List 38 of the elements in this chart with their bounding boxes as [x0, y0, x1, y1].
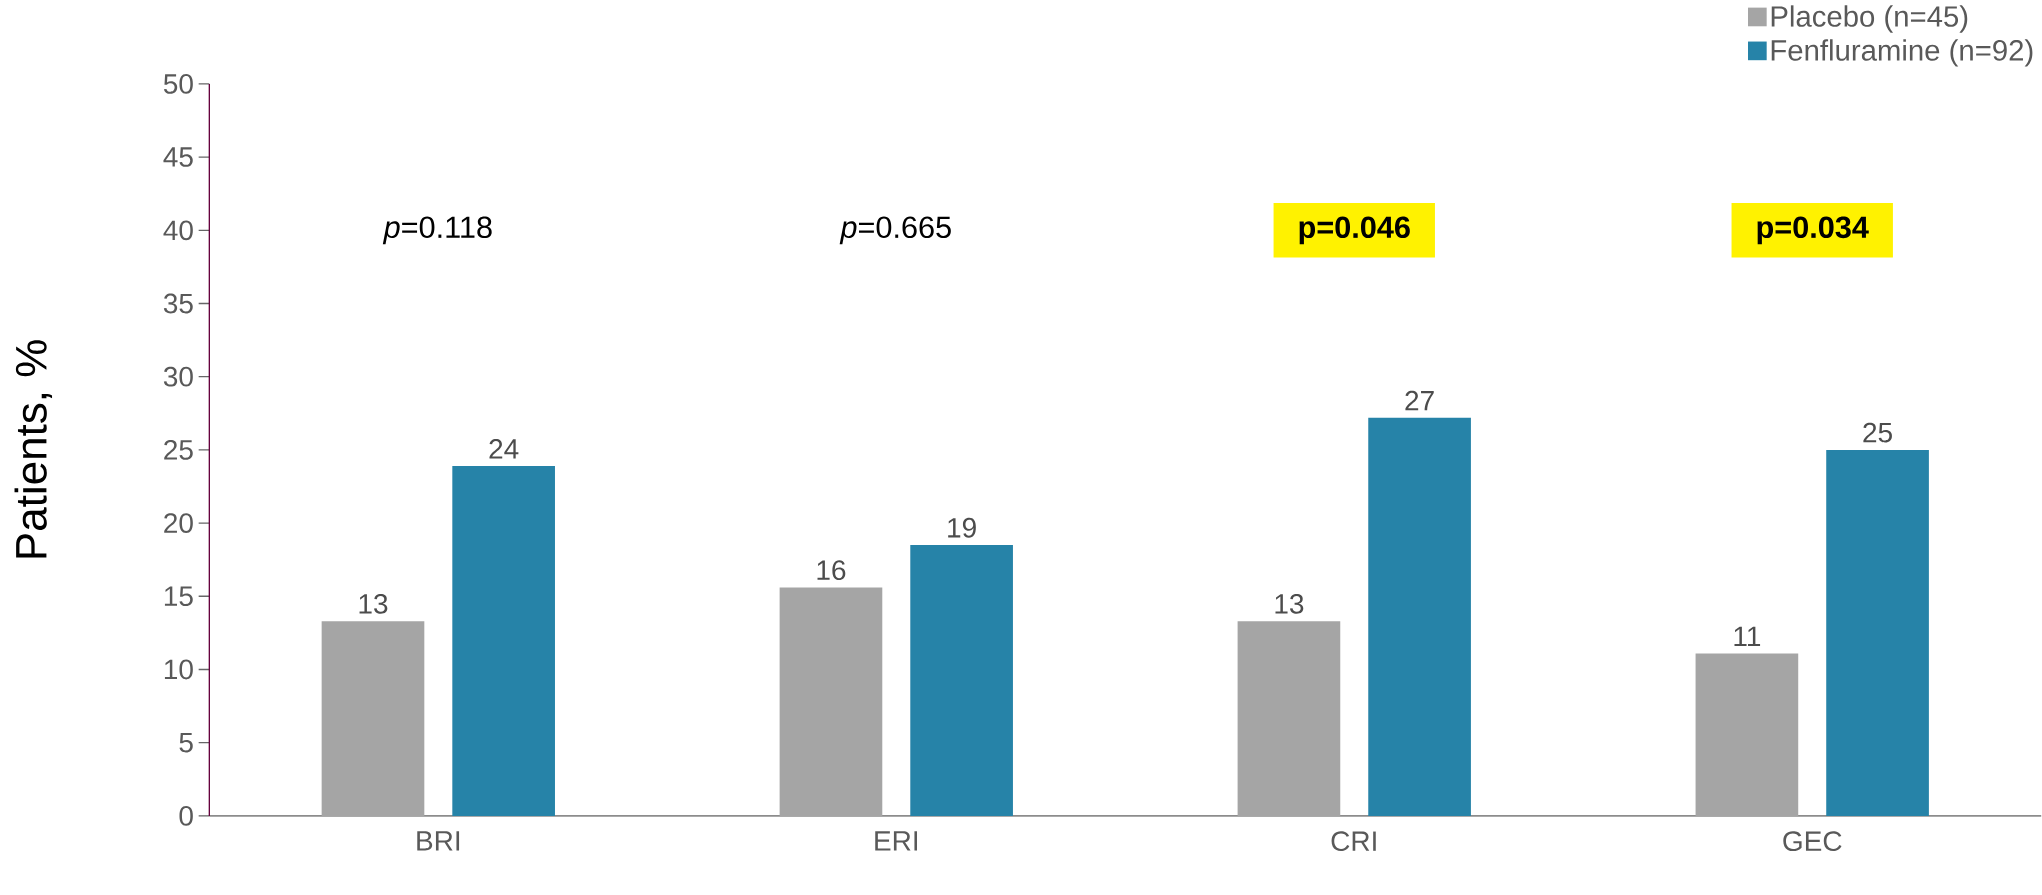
y-tick-label: 25: [164, 440, 193, 460]
x-tick-label: BRI: [417, 831, 460, 851]
data-label: 24: [489, 439, 519, 459]
y-tick-label: 0: [179, 806, 193, 826]
data-label: 13: [359, 594, 388, 614]
bar: [1237, 621, 1341, 816]
y-tick-label: 45: [163, 147, 193, 167]
bar: [910, 545, 1013, 816]
bar: [779, 587, 883, 816]
legend-label: Placebo (n=45): [1771, 5, 1968, 33]
bar: [1826, 449, 1929, 816]
y-axis-title: Patients, %: [14, 340, 53, 558]
data-label: 16: [817, 560, 846, 581]
annotation: p=0.046: [1299, 216, 1410, 245]
data-label: 13: [1275, 594, 1304, 614]
annotation: p=0.665: [839, 216, 951, 245]
bar: [321, 621, 425, 816]
y-tick-label: 15: [164, 586, 193, 607]
data-label: 27: [1405, 390, 1434, 411]
annotation: p=0.118: [382, 216, 492, 245]
y-tick-label: 50: [163, 74, 193, 94]
y-tick-label: 35: [163, 293, 193, 314]
data-label: 25: [1863, 422, 1892, 443]
data-label: 11: [1734, 626, 1761, 647]
data-label: 19: [948, 517, 976, 538]
y-tick-label: 30: [163, 366, 193, 387]
bar: [452, 466, 555, 816]
legend-label: Fenfluramine (n=92): [1771, 39, 2033, 67]
x-tick-label: ERI: [875, 831, 918, 851]
y-tick-label: 10: [164, 659, 193, 680]
bar: [1368, 417, 1471, 816]
y-tick-label: 20: [164, 513, 193, 534]
annotation: p=0.034: [1757, 216, 1869, 245]
y-tick-label: 40: [163, 220, 193, 241]
x-tick-label: CRI: [1331, 831, 1376, 852]
bar: [1695, 653, 1799, 816]
x-tick-label: GEC: [1783, 831, 1842, 852]
y-tick-label: 5: [179, 732, 193, 753]
